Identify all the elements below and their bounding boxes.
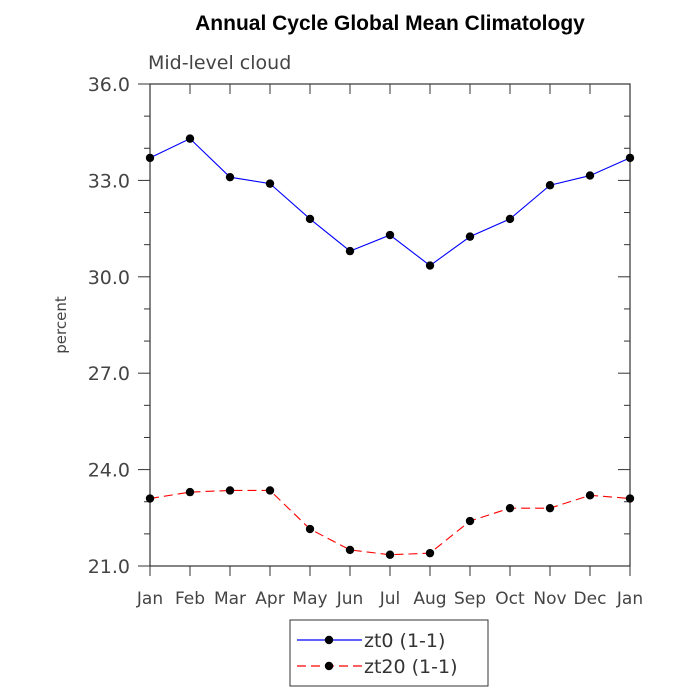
series-1-point — [345, 545, 355, 555]
legend-label-1: zt20 (1-1) — [364, 656, 458, 678]
series-1-point — [265, 486, 275, 495]
plot-frame — [149, 83, 631, 567]
series-0-point — [625, 153, 635, 163]
x-tick-label: Mar — [214, 589, 246, 609]
series-1-point — [465, 516, 475, 526]
y-tick-label: 27.0 — [88, 363, 130, 385]
x-tick-label: Jun — [336, 589, 364, 609]
x-tick-label: Nov — [533, 589, 566, 609]
x-tick-label: Dec — [574, 589, 607, 609]
series-0-point — [225, 172, 235, 182]
y-axis-label: percent — [52, 296, 70, 354]
series-1-point — [185, 487, 195, 497]
x-tick-label: Jul — [379, 589, 401, 609]
x-tick-label: Jan — [616, 589, 643, 609]
series-1-point — [585, 491, 595, 500]
series-1-point — [545, 503, 555, 513]
y-tick-label: 24.0 — [88, 460, 130, 482]
series-0-point — [505, 214, 515, 224]
y-tick-label: 21.0 — [88, 556, 130, 578]
series-line-1 — [149, 489, 631, 556]
series-1-point — [425, 548, 435, 558]
x-tick-label: Apr — [255, 589, 284, 609]
series-0-point — [145, 153, 155, 163]
series-1-point — [385, 550, 395, 559]
chart-title: Annual Cycle Global Mean Climatology — [195, 12, 585, 35]
series-1-point — [305, 524, 315, 534]
series-0-point — [385, 230, 395, 240]
chart-subtitle: Mid-level cloud — [148, 52, 291, 74]
x-tick-label: Aug — [413, 589, 446, 609]
legend-label-0: zt0 (1-1) — [364, 630, 445, 652]
legend-marker-0 — [324, 635, 334, 645]
series-0-point — [425, 261, 435, 270]
x-tick-label: Feb — [175, 589, 205, 609]
plot-area: Jan Feb Mar Apr May Jun Jul Aug Sep Oct Nov Dec Jan 2… — [88, 74, 643, 609]
legend-box — [289, 619, 489, 687]
x-tick-label: May — [292, 589, 327, 609]
series-1-point — [225, 486, 235, 495]
series-0-point — [345, 246, 355, 256]
y-tick-label: 33.0 — [88, 170, 130, 192]
legend: zt0 (1-1) zt20 (1-1) — [289, 619, 489, 687]
series-0-point — [465, 232, 475, 241]
x-tick-label: Jan — [136, 589, 163, 609]
series-0-point — [265, 179, 275, 188]
y-tick-label: 36.0 — [88, 74, 130, 96]
series-1-point — [505, 503, 515, 513]
series-0-point — [585, 171, 595, 180]
series-1-point — [145, 494, 155, 503]
series-1-point — [625, 494, 635, 503]
series-line-0 — [149, 137, 631, 267]
series-0-point — [545, 181, 555, 190]
series-0-point — [185, 134, 195, 143]
y-tick-label: 30.0 — [88, 267, 130, 289]
x-tick-label: Sep — [454, 589, 486, 609]
series-0-point — [305, 214, 315, 224]
legend-marker-1 — [324, 661, 334, 671]
x-tick-label: Oct — [495, 589, 525, 609]
